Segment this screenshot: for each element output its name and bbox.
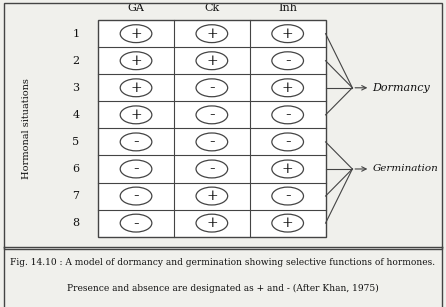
Text: Inh: Inh [278, 2, 297, 13]
Text: -: - [209, 79, 215, 96]
Text: +: + [282, 216, 293, 230]
Text: +: + [282, 27, 293, 41]
Text: +: + [130, 54, 142, 68]
Text: +: + [206, 54, 218, 68]
Text: -: - [133, 188, 139, 204]
Text: GA: GA [128, 2, 145, 13]
Text: 4: 4 [72, 110, 79, 120]
Text: 2: 2 [72, 56, 79, 66]
Text: Ck: Ck [204, 2, 219, 13]
Text: +: + [282, 162, 293, 176]
Text: 6: 6 [72, 164, 79, 174]
Text: Fig. 14.10 : A model of dormancy and germination showing selective functions of : Fig. 14.10 : A model of dormancy and ger… [10, 258, 436, 267]
Text: 8: 8 [72, 218, 79, 228]
Text: -: - [209, 161, 215, 177]
Text: +: + [206, 27, 218, 41]
Text: +: + [130, 108, 142, 122]
Text: Dormancy: Dormancy [372, 83, 430, 93]
Text: Hormonal situations: Hormonal situations [22, 78, 31, 179]
Text: 5: 5 [72, 137, 79, 147]
Text: -: - [133, 215, 139, 231]
Text: +: + [130, 27, 142, 41]
Bar [98, 20, 326, 237]
Text: +: + [282, 81, 293, 95]
Text: -: - [285, 106, 290, 123]
Text: 3: 3 [72, 83, 79, 93]
Text: -: - [285, 134, 290, 150]
Text: -: - [209, 134, 215, 150]
Text: -: - [285, 52, 290, 69]
Text: -: - [285, 188, 290, 204]
Text: +: + [130, 81, 142, 95]
Text: -: - [133, 161, 139, 177]
Text: 7: 7 [72, 191, 79, 201]
Text: +: + [206, 189, 218, 203]
Text: 1: 1 [72, 29, 79, 39]
Text: Germination: Germination [372, 165, 438, 173]
Text: +: + [206, 216, 218, 230]
Text: -: - [133, 134, 139, 150]
Text: -: - [209, 106, 215, 123]
Text: Presence and absence are designated as + and - (After Khan, 1975): Presence and absence are designated as +… [67, 284, 379, 293]
